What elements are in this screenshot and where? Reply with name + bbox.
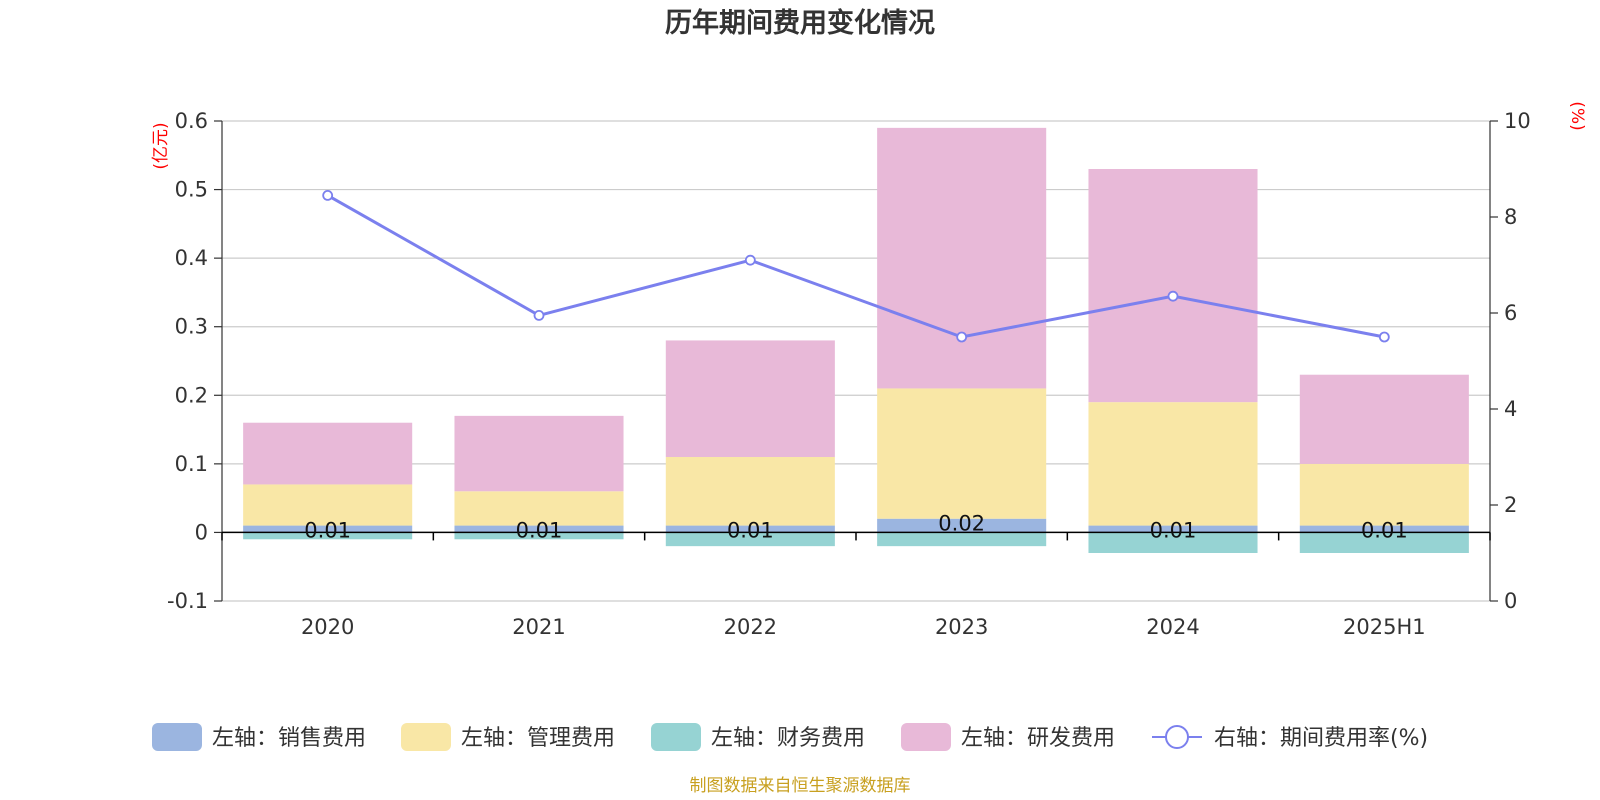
bar-sales-2023 xyxy=(877,518,1047,533)
legend-swatch-finance xyxy=(651,723,701,751)
legend-line-marker xyxy=(1165,725,1189,749)
left-axis-tick-label: 0.3 xyxy=(175,315,208,339)
right-axis-tick-label: 2 xyxy=(1504,493,1517,517)
bar-admin-2025H1 xyxy=(1299,463,1469,526)
bar-sales-2022 xyxy=(665,525,835,533)
left-axis-tick-label: 0.5 xyxy=(175,178,208,202)
bar-finance-2025H1 xyxy=(1299,532,1469,553)
bar-admin-2020 xyxy=(243,484,413,526)
sales-data-label: 0.01 xyxy=(516,519,563,543)
bar-finance-2024 xyxy=(1088,532,1258,553)
bar-rd-2024 xyxy=(1088,169,1258,403)
legend-label-sales: 左轴：销售费用 xyxy=(212,726,366,751)
category-label: 2021 xyxy=(512,615,565,639)
rate-point-2024 xyxy=(1167,290,1179,302)
chart-title: 历年期间费用变化情况 xyxy=(665,7,935,39)
left-axis-tick-label: 0.1 xyxy=(175,452,208,476)
bar-admin-2021 xyxy=(454,491,624,526)
bars xyxy=(243,127,1469,553)
axes: -0.1 0 0.1 0.2 0.3 0.4 0.5 0.6 0 2 4 6 8 10 2020 2021 20… xyxy=(167,109,1531,639)
bar-admin-2022 xyxy=(665,457,835,526)
legend-swatch-sales xyxy=(152,723,202,751)
rate-point-2020 xyxy=(322,189,334,201)
rate-line-path xyxy=(326,194,1385,339)
bar-rd-2020 xyxy=(243,422,413,485)
bar-finance-2020 xyxy=(243,532,413,540)
bar-sales-2020 xyxy=(243,525,413,533)
bar-sales-2021 xyxy=(454,525,624,533)
bar-finance-2023 xyxy=(877,532,1047,547)
left-axis-unit: (亿元) xyxy=(151,122,171,169)
bar-admin-2023 xyxy=(877,388,1047,519)
left-axis-tick-label: 0 xyxy=(195,520,208,544)
category-label: 2020 xyxy=(301,615,354,639)
bar-finance-2022 xyxy=(665,532,835,547)
bar-finance-2021 xyxy=(454,532,624,540)
bar-rd-2025H1 xyxy=(1299,374,1469,464)
category-label: 2023 xyxy=(935,615,988,639)
rate-point-2021 xyxy=(533,309,545,321)
left-axis-tick-label: 0.6 xyxy=(175,109,208,133)
category-label: 2022 xyxy=(724,615,777,639)
sales-data-label: 0.01 xyxy=(304,519,351,543)
right-axis-tick-label: 10 xyxy=(1504,109,1531,133)
rate-line xyxy=(322,189,1390,343)
bar-sales-2024 xyxy=(1088,525,1258,533)
right-axis-unit: (%) xyxy=(1567,101,1587,130)
left-axis-tick-label: -0.1 xyxy=(167,589,208,613)
legend-label-rd: 左轴：研发费用 xyxy=(961,726,1115,751)
bar-admin-2024 xyxy=(1088,402,1258,526)
legend-label-admin: 左轴：管理费用 xyxy=(461,726,615,751)
legend-label-rate: 右轴：期间费用率(%) xyxy=(1214,726,1428,751)
bar-rd-2022 xyxy=(665,340,835,457)
left-axis-tick-label: 0.4 xyxy=(175,246,208,270)
legend-label-finance: 左轴：财务费用 xyxy=(711,726,865,751)
bar-labels: 0.01 0.01 0.01 0.02 0.01 0.01 xyxy=(304,512,1407,543)
sales-data-label: 0.01 xyxy=(727,519,774,543)
right-axis-tick-label: 0 xyxy=(1504,589,1517,613)
source-note: 制图数据来自恒生聚源数据库 xyxy=(690,776,911,796)
right-axis-tick-label: 4 xyxy=(1504,397,1517,421)
category-label: 2024 xyxy=(1146,615,1199,639)
rate-point-2025H1 xyxy=(1378,331,1390,343)
category-label: 2025H1 xyxy=(1343,615,1426,639)
legend: 左轴：销售费用 左轴：管理费用 左轴：财务费用 左轴：研发费用 右轴：期间费用率(%) xyxy=(152,723,1428,751)
legend-swatch-admin xyxy=(401,723,451,751)
right-axis-tick-label: 8 xyxy=(1504,205,1517,229)
left-axis-tick-label: 0.2 xyxy=(175,383,208,407)
legend-swatch-rd xyxy=(901,723,951,751)
bar-rd-2021 xyxy=(454,415,624,492)
sales-data-label: 0.01 xyxy=(1361,519,1408,543)
rate-point-2023 xyxy=(956,331,968,343)
rate-point-2022 xyxy=(744,254,756,266)
bar-rd-2023 xyxy=(877,127,1047,389)
right-axis-tick-label: 6 xyxy=(1504,301,1517,325)
sales-data-label: 0.02 xyxy=(938,512,985,536)
bar-sales-2025H1 xyxy=(1299,525,1469,533)
sales-data-label: 0.01 xyxy=(1150,519,1197,543)
